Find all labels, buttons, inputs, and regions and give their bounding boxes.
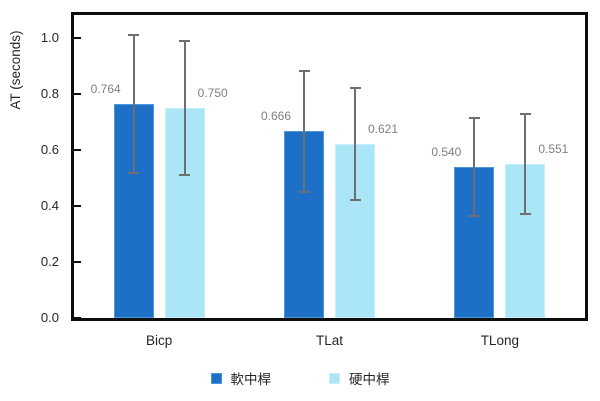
legend-swatch-soft-shaft [210, 372, 222, 384]
legend-item-hard-shaft: 硬中桿 [329, 368, 390, 388]
error-bar-cap-bottom [519, 212, 531, 215]
y-tick-label: 0.2 [40, 253, 59, 269]
y-tick-mark [74, 317, 81, 319]
error-bar-cap-bottom [128, 171, 140, 174]
error-bar-cap-top [179, 39, 191, 42]
y-axis-title: AT (seconds) [8, 30, 23, 110]
legend-swatch-hard-shaft [329, 372, 340, 384]
y-tick-label: 0.8 [40, 85, 59, 101]
data-label: 0.621 [367, 122, 399, 137]
error-bar-cap-bottom [349, 199, 361, 202]
error-bar-cap-top [349, 87, 361, 90]
y-tick-mark [74, 260, 81, 263]
y-tick-label: 0.0 [40, 310, 59, 325]
error-bar-cap-bottom [298, 190, 310, 193]
error-bar-cap-top [298, 70, 310, 73]
y-tick-label: 1.0 [40, 29, 59, 45]
error-bar-line [183, 40, 186, 176]
y-tick-mark [74, 148, 81, 151]
x-category-label: TLong [480, 333, 519, 348]
x-category-label: Bicp [146, 333, 173, 348]
error-bar-line [132, 35, 135, 173]
y-tick-mark [74, 92, 81, 95]
y-tick-mark [74, 36, 81, 39]
y-tick-mark [74, 204, 81, 207]
y-tick-label: 0.4 [40, 197, 59, 213]
data-label: 0.750 [197, 85, 228, 100]
x-category-label: TLat [315, 333, 343, 348]
error-bar-cap-bottom [179, 174, 191, 177]
legend-item-soft-shaft: 軟中桿 [210, 368, 272, 388]
legend-label-hard-shaft: 硬中桿 [349, 372, 390, 387]
y-tick-label: 0.6 [40, 141, 59, 157]
error-bar-line [524, 113, 527, 214]
data-label: 0.666 [260, 109, 292, 124]
data-label: 0.764 [90, 82, 121, 97]
legend-label-soft-shaft: 軟中桿 [230, 372, 272, 387]
error-bar-cap-top [128, 34, 140, 37]
error-bar-line [303, 71, 305, 192]
error-bar-line [473, 117, 476, 216]
data-label: 0.551 [538, 141, 569, 156]
data-label: 0.540 [431, 144, 462, 159]
legend: 軟中桿 硬中桿 [0, 368, 600, 388]
error-bar-line [354, 88, 356, 201]
error-bar-cap-top [468, 116, 480, 119]
error-bar-cap-bottom [468, 214, 480, 217]
error-bar-cap-top [519, 112, 531, 115]
